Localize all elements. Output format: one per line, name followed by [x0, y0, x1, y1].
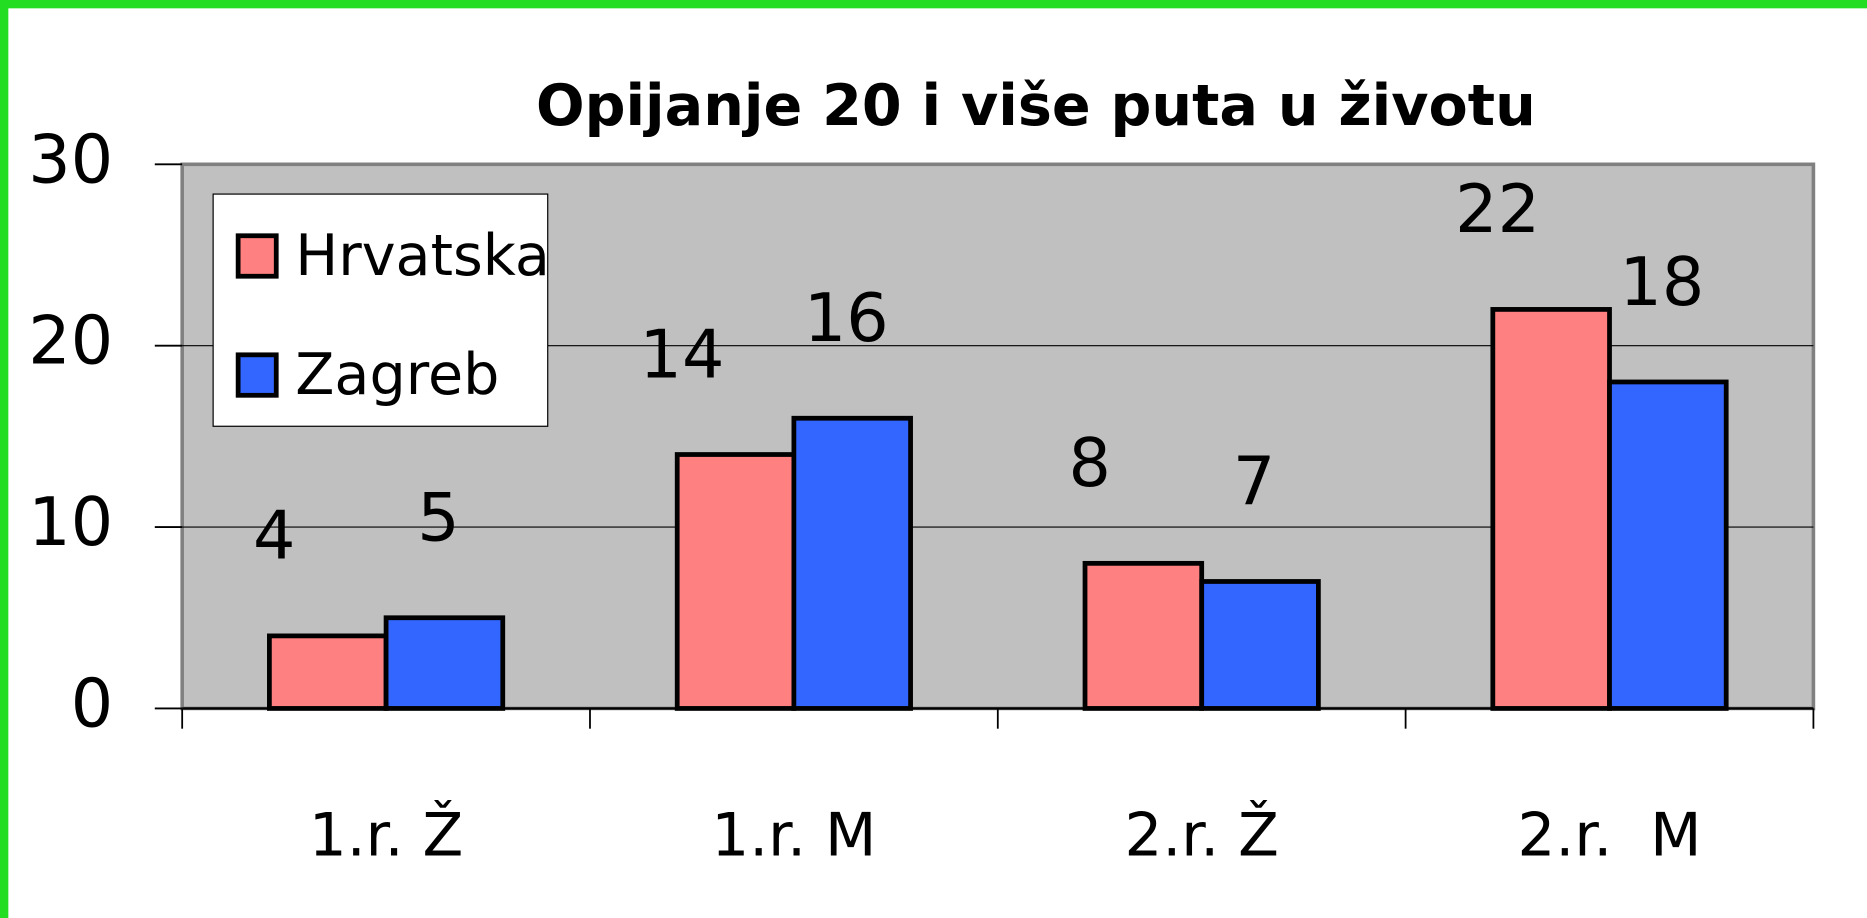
bar: [383, 615, 506, 711]
legend-swatch: [235, 352, 279, 398]
y-tick-label: 20: [28, 302, 113, 380]
data-label: 5: [417, 479, 459, 557]
bar: [1607, 379, 1729, 711]
data-label: 16: [804, 279, 889, 357]
bar: [1082, 560, 1205, 711]
legend-label: Zagreb: [295, 342, 499, 408]
x-tick-label: 1.r. Ž: [309, 801, 463, 871]
y-tick-label: 10: [28, 483, 113, 561]
data-label: 18: [1619, 243, 1704, 321]
bar: [674, 452, 797, 711]
legend-label: Hrvatska: [295, 223, 550, 289]
data-label: 4: [253, 497, 295, 575]
bar: [1199, 579, 1321, 711]
y-tick-label: 30: [28, 120, 113, 198]
data-label: 14: [640, 315, 725, 393]
x-tick-label: 2.r. M: [1518, 802, 1702, 871]
data-label: 22: [1455, 170, 1540, 248]
bar: [791, 415, 913, 711]
chart-title: Opijanje 20 i više puta u životu: [536, 73, 1536, 139]
x-tick-label: 2.r. Ž: [1124, 801, 1278, 871]
bar: [1490, 307, 1612, 711]
y-tick-label: 0: [71, 665, 113, 743]
bar: [267, 633, 389, 711]
legend-swatch: [235, 233, 279, 279]
data-label: 8: [1069, 424, 1111, 502]
x-tick-label: 1.r. M: [711, 802, 876, 871]
data-label: 7: [1233, 442, 1275, 520]
